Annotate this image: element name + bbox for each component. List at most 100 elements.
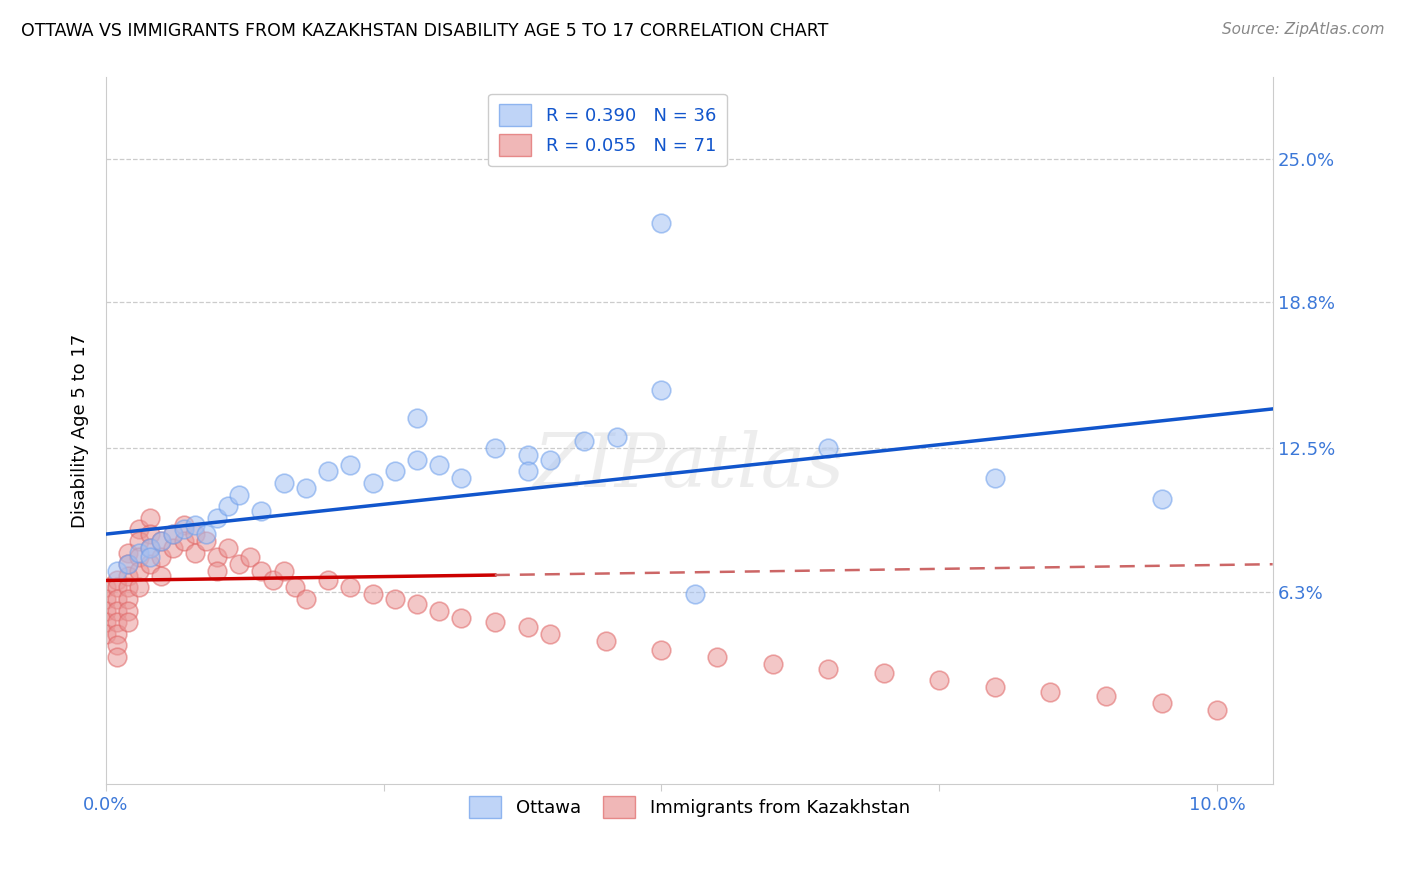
Point bbox=[450, 610, 472, 624]
Point bbox=[117, 569, 139, 583]
Point bbox=[284, 581, 307, 595]
Point bbox=[150, 550, 173, 565]
Point bbox=[484, 442, 506, 456]
Point bbox=[361, 587, 384, 601]
Point bbox=[128, 581, 150, 595]
Point bbox=[194, 534, 217, 549]
Point bbox=[173, 523, 195, 537]
Point bbox=[984, 680, 1007, 694]
Point bbox=[450, 471, 472, 485]
Point bbox=[228, 488, 250, 502]
Point bbox=[1095, 690, 1118, 704]
Point bbox=[650, 643, 672, 657]
Point bbox=[517, 620, 540, 634]
Point bbox=[228, 558, 250, 572]
Point bbox=[105, 564, 128, 578]
Point bbox=[273, 564, 295, 578]
Point bbox=[105, 649, 128, 664]
Point bbox=[139, 541, 162, 555]
Point bbox=[384, 592, 406, 607]
Point bbox=[94, 626, 117, 640]
Point bbox=[205, 550, 228, 565]
Point bbox=[538, 453, 561, 467]
Point bbox=[117, 546, 139, 560]
Point bbox=[105, 626, 128, 640]
Point bbox=[105, 574, 128, 588]
Point bbox=[117, 592, 139, 607]
Point bbox=[194, 527, 217, 541]
Point bbox=[484, 615, 506, 629]
Point bbox=[128, 546, 150, 560]
Point bbox=[117, 558, 139, 572]
Point bbox=[162, 541, 184, 555]
Point bbox=[295, 592, 318, 607]
Point bbox=[262, 574, 284, 588]
Point bbox=[94, 615, 117, 629]
Point bbox=[1150, 696, 1173, 710]
Point bbox=[817, 661, 839, 675]
Point bbox=[173, 517, 195, 532]
Point bbox=[606, 430, 628, 444]
Point bbox=[150, 569, 173, 583]
Point bbox=[94, 604, 117, 618]
Point bbox=[406, 597, 429, 611]
Point bbox=[184, 546, 207, 560]
Point bbox=[205, 511, 228, 525]
Point bbox=[339, 458, 361, 472]
Point bbox=[339, 581, 361, 595]
Point bbox=[538, 626, 561, 640]
Text: ZIPatlas: ZIPatlas bbox=[534, 430, 845, 502]
Point bbox=[128, 550, 150, 565]
Point bbox=[184, 517, 207, 532]
Text: Source: ZipAtlas.com: Source: ZipAtlas.com bbox=[1222, 22, 1385, 37]
Point bbox=[928, 673, 950, 687]
Point bbox=[762, 657, 785, 671]
Point bbox=[650, 217, 672, 231]
Point bbox=[162, 527, 184, 541]
Point bbox=[406, 411, 429, 425]
Point bbox=[817, 442, 839, 456]
Point bbox=[105, 638, 128, 652]
Point bbox=[683, 587, 706, 601]
Point bbox=[150, 534, 173, 549]
Point bbox=[217, 500, 239, 514]
Point bbox=[650, 384, 672, 398]
Text: OTTAWA VS IMMIGRANTS FROM KAZAKHSTAN DISABILITY AGE 5 TO 17 CORRELATION CHART: OTTAWA VS IMMIGRANTS FROM KAZAKHSTAN DIS… bbox=[21, 22, 828, 40]
Point bbox=[427, 458, 450, 472]
Point bbox=[595, 633, 617, 648]
Point bbox=[139, 541, 162, 555]
Point bbox=[1150, 492, 1173, 507]
Point bbox=[1039, 684, 1062, 698]
Point bbox=[706, 649, 728, 664]
Point bbox=[117, 615, 139, 629]
Point bbox=[184, 527, 207, 541]
Point bbox=[517, 465, 540, 479]
Point bbox=[1206, 703, 1229, 717]
Point bbox=[217, 541, 239, 555]
Point bbox=[250, 564, 273, 578]
Point bbox=[361, 476, 384, 491]
Point bbox=[139, 527, 162, 541]
Point bbox=[139, 550, 162, 565]
Point bbox=[117, 558, 139, 572]
Point bbox=[295, 481, 318, 495]
Point bbox=[239, 550, 262, 565]
Point bbox=[316, 574, 339, 588]
Point bbox=[173, 534, 195, 549]
Point bbox=[873, 666, 896, 681]
Point bbox=[117, 581, 139, 595]
Point bbox=[984, 471, 1007, 485]
Y-axis label: Disability Age 5 to 17: Disability Age 5 to 17 bbox=[72, 334, 89, 528]
Point bbox=[105, 604, 128, 618]
Point bbox=[406, 453, 429, 467]
Point bbox=[139, 558, 162, 572]
Point bbox=[128, 534, 150, 549]
Point bbox=[128, 523, 150, 537]
Point bbox=[517, 448, 540, 462]
Point bbox=[150, 534, 173, 549]
Point bbox=[94, 581, 117, 595]
Point bbox=[162, 527, 184, 541]
Point bbox=[384, 465, 406, 479]
Point bbox=[94, 592, 117, 607]
Point bbox=[273, 476, 295, 491]
